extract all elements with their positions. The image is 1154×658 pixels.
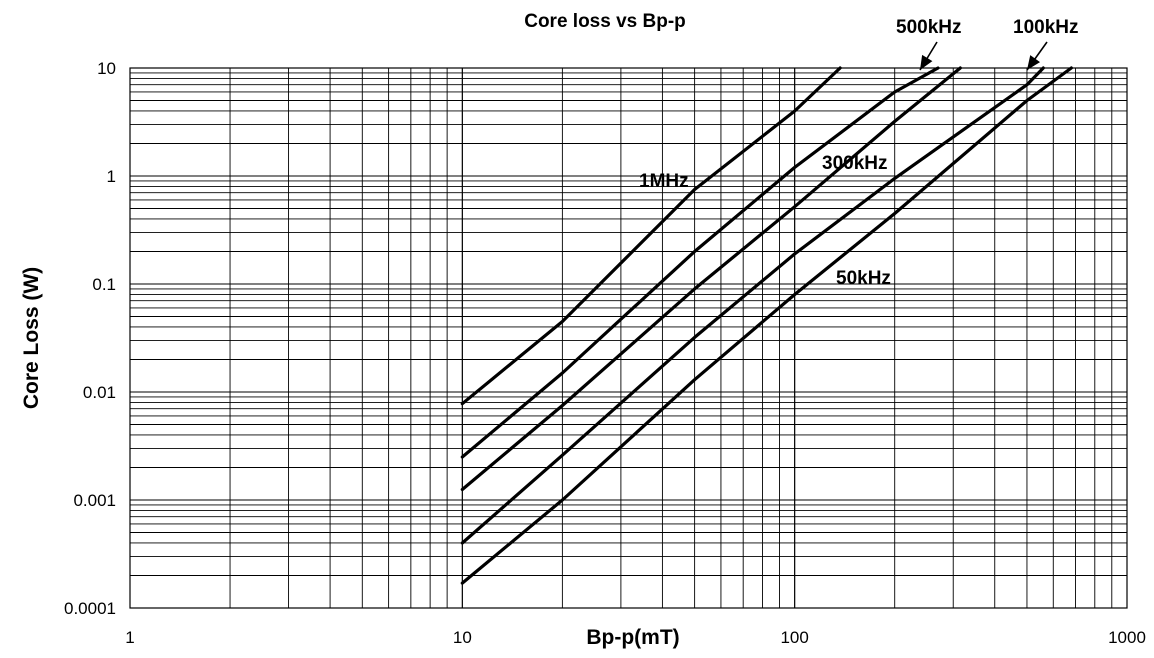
y-tick-label: 10	[97, 59, 116, 78]
series-group	[460, 66, 1073, 585]
series-line-50khz	[460, 66, 1073, 585]
label-arrows	[919, 41, 1048, 71]
series-line-100khz	[460, 66, 1045, 545]
y-tick-label: 0.01	[83, 383, 116, 402]
x-tick-label: 10	[453, 628, 472, 647]
y-tick-label: 0.1	[92, 275, 116, 294]
series-label-500khz: 500kHz	[896, 17, 962, 38]
series-line-300khz	[460, 66, 962, 492]
series-line-1mhz	[460, 66, 842, 406]
plot-grid	[129, 67, 1128, 609]
series-label-100khz: 100kHz	[1013, 17, 1079, 38]
series-label-300khz: 300kHz	[822, 153, 888, 174]
series-line-500khz	[460, 66, 940, 459]
x-tick-label: 100	[780, 628, 808, 647]
y-axis-label: Core Loss (W)	[20, 267, 43, 409]
x-tick-label: 1000	[1108, 628, 1146, 647]
x-axis-label: Bp-p(mT)	[586, 626, 679, 649]
chart-title: Core loss vs Bp-p	[524, 11, 686, 32]
y-tick-labels: 10 1 0.1 0.01 0.001 0.0001	[64, 59, 116, 618]
series-label-1mhz: 1MHz	[639, 171, 689, 192]
arrow-500khz	[919, 41, 938, 71]
y-tick-label: 0.0001	[64, 599, 116, 618]
series-label-50khz: 50kHz	[836, 268, 891, 289]
y-tick-label: 0.001	[73, 491, 116, 510]
arrow-100khz	[1026, 41, 1048, 71]
y-tick-label: 1	[107, 167, 116, 186]
plot-frame	[129, 67, 1128, 609]
x-tick-labels: 1 10 100 1000	[125, 628, 1146, 647]
series-labels: 1MHz 500kHz 300kHz 100kHz 50kHz	[639, 17, 1079, 289]
x-tick-label: 1	[125, 628, 134, 647]
